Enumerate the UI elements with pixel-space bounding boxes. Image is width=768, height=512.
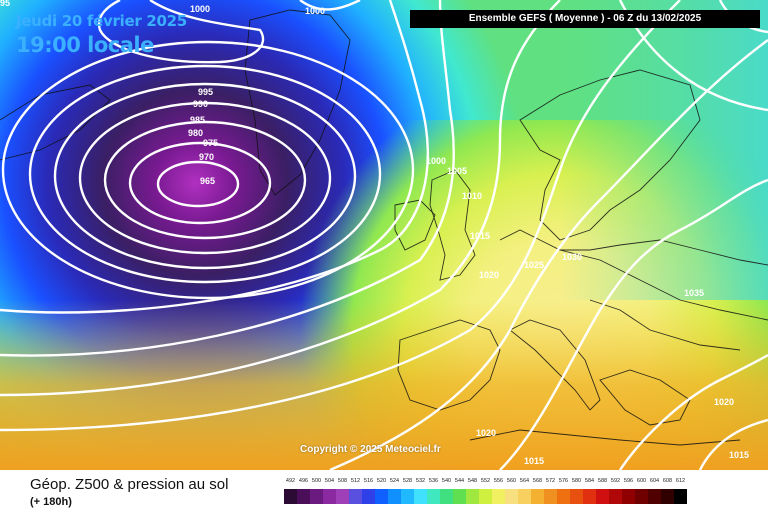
legend-swatch <box>284 489 297 504</box>
legend-swatch <box>661 489 674 504</box>
legend-swatch <box>336 489 349 504</box>
isobar-label: 995 <box>198 87 213 97</box>
color-scale-labels: 492 496 500 504 508 512 516 520 524 528 532 536 540 5… <box>284 478 752 488</box>
legend-value: 536 <box>428 478 439 484</box>
legend-value: 564 <box>519 478 530 484</box>
model-run-info: Ensemble GEFS ( Moyenne ) - 06 Z du 13/0… <box>410 10 760 28</box>
isobar-label: 1000 <box>426 156 446 166</box>
legend-swatch <box>596 489 609 504</box>
legend-value: 572 <box>545 478 556 484</box>
forecast-date: Jeudi 20 février 2025 <box>16 12 187 30</box>
isobar-label: 1025 <box>524 260 544 270</box>
legend-value: 496 <box>298 478 309 484</box>
legend-value: 596 <box>623 478 634 484</box>
legend-swatch <box>375 489 388 504</box>
isobar-label: 990 <box>193 99 208 109</box>
isobar-label: 1015 <box>524 456 544 466</box>
isobar-label: 1000 <box>190 4 210 14</box>
isobar-label: 95 <box>0 0 10 8</box>
legend-value: 612 <box>675 478 686 484</box>
legend-value: 500 <box>311 478 322 484</box>
legend-value: 504 <box>324 478 335 484</box>
legend-swatch <box>609 489 622 504</box>
legend-swatch <box>466 489 479 504</box>
legend-value: 592 <box>610 478 621 484</box>
isobar-label: 965 <box>200 176 215 186</box>
legend-value: 512 <box>350 478 361 484</box>
legend-value: 604 <box>649 478 660 484</box>
legend-value: 544 <box>454 478 465 484</box>
legend-value: 584 <box>584 478 595 484</box>
legend-swatch <box>544 489 557 504</box>
isobar-label: 1015 <box>729 450 749 460</box>
legend-swatch <box>388 489 401 504</box>
legend-swatch <box>570 489 583 504</box>
legend-value: 516 <box>363 478 374 484</box>
legend-value: 524 <box>389 478 400 484</box>
pressure-map: 95 1000 1000 995 990 985 980 975 970 965… <box>0 0 768 470</box>
legend-value: 528 <box>402 478 413 484</box>
color-scale-legend: 492 496 500 504 508 512 516 520 524 528 532 536 540 5… <box>284 478 752 504</box>
legend-value: 568 <box>532 478 543 484</box>
isobar-label: 1030 <box>562 252 582 262</box>
legend-value: 548 <box>467 478 478 484</box>
isobar-label: 1010 <box>462 191 482 201</box>
legend-swatch <box>492 489 505 504</box>
legend-swatch <box>635 489 648 504</box>
legend-swatch <box>622 489 635 504</box>
lead-time: (+ 180h) <box>30 496 72 508</box>
legend-swatch <box>518 489 531 504</box>
legend-value: 580 <box>571 478 582 484</box>
legend-swatch <box>310 489 323 504</box>
legend-value: 508 <box>337 478 348 484</box>
isobar-label: 1000 <box>305 6 325 16</box>
legend-value: 608 <box>662 478 673 484</box>
isobar-label: 1020 <box>479 270 499 280</box>
isobar-label: 1035 <box>684 288 704 298</box>
legend-swatch <box>453 489 466 504</box>
legend-value: 556 <box>493 478 504 484</box>
isobar-label: 1020 <box>476 428 496 438</box>
copyright-notice: Copyright © 2025 Meteociel.fr <box>300 444 441 455</box>
legend-value: 520 <box>376 478 387 484</box>
legend-swatch <box>440 489 453 504</box>
legend-value: 588 <box>597 478 608 484</box>
legend-swatch <box>401 489 414 504</box>
color-scale-swatches <box>284 489 752 504</box>
legend-swatch <box>414 489 427 504</box>
legend-value: 576 <box>558 478 569 484</box>
legend-value: 540 <box>441 478 452 484</box>
legend-swatch <box>297 489 310 504</box>
isobar-labels: 95 1000 1000 995 990 985 980 975 970 965… <box>0 0 749 466</box>
legend-value: 492 <box>285 478 296 484</box>
forecast-time: 19:00 locale <box>16 33 154 57</box>
legend-swatch <box>323 489 336 504</box>
legend-value: 552 <box>480 478 491 484</box>
product-title: Géop. Z500 & pression au sol <box>30 476 229 493</box>
isobar-label: 975 <box>203 138 218 148</box>
isobar-label: 980 <box>188 128 203 138</box>
isobar-label: 1015 <box>470 231 490 241</box>
isobars <box>0 0 768 470</box>
isobar-label: 985 <box>190 115 205 125</box>
legend-swatch <box>557 489 570 504</box>
legend-swatch <box>362 489 375 504</box>
isobar-label: 1005 <box>447 166 467 176</box>
eastern-field <box>560 0 768 300</box>
footer-bar: Géop. Z500 & pression au sol (+ 180h) 49… <box>0 470 768 512</box>
legend-value: 600 <box>636 478 647 484</box>
legend-swatch <box>583 489 596 504</box>
legend-swatch <box>505 489 518 504</box>
legend-swatch <box>479 489 492 504</box>
legend-swatch <box>427 489 440 504</box>
legend-swatch <box>349 489 362 504</box>
legend-swatch <box>531 489 544 504</box>
isobar-label: 1020 <box>714 397 734 407</box>
legend-swatch <box>648 489 661 504</box>
isobar-label: 970 <box>199 152 214 162</box>
legend-swatch <box>674 489 687 504</box>
legend-value: 560 <box>506 478 517 484</box>
legend-value: 532 <box>415 478 426 484</box>
